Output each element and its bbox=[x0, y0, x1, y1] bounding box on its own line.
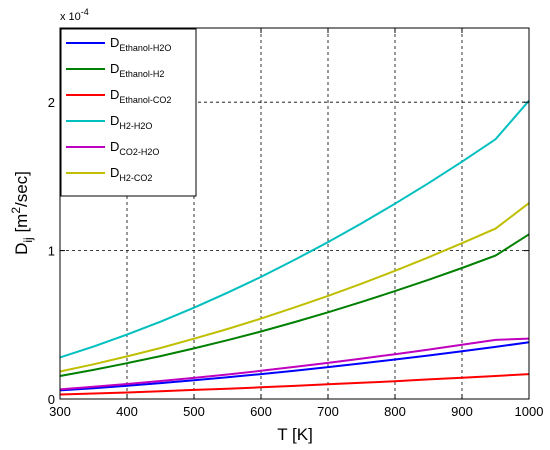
x-tick-label: 1000 bbox=[515, 404, 544, 419]
series-line-ethanol-h2o bbox=[59, 341, 530, 392]
y-axis-multiplier: x 10-4 bbox=[60, 7, 89, 23]
x-tick-label: 800 bbox=[384, 404, 406, 419]
series-lines bbox=[59, 100, 530, 396]
legend-label: DEthanol-H2 bbox=[110, 61, 164, 79]
x-tick-label: 300 bbox=[49, 404, 71, 419]
x-tick-label: 900 bbox=[451, 404, 473, 419]
y-tick-label: 1 bbox=[48, 244, 55, 259]
legend-label: DEthanol-H2O bbox=[110, 35, 171, 53]
x-tick-label: 400 bbox=[116, 404, 138, 419]
legend-label: DEthanol-CO2 bbox=[110, 87, 171, 105]
x-tick-label: 500 bbox=[183, 404, 205, 419]
legend: DEthanol-H2O DEthanol-H2 DEthanol-CO2 DH2-H… bbox=[60, 28, 197, 197]
x-axis-label: T [K] bbox=[277, 425, 313, 444]
y-axis-label: Dij [m2/sec] bbox=[9, 171, 35, 255]
legend-label: DH2-H2O bbox=[110, 113, 152, 131]
series-line-h2-co2 bbox=[59, 202, 530, 373]
y-tick-label: 2 bbox=[48, 95, 55, 110]
x-tick-label: 700 bbox=[317, 404, 339, 419]
legend-label: DH2-CO2 bbox=[110, 165, 152, 183]
series-line-ethanol-h2 bbox=[59, 233, 530, 377]
y-tick-label: 0 bbox=[48, 392, 55, 407]
legend-box bbox=[60, 28, 197, 197]
series-line-h2-h2o bbox=[59, 100, 530, 359]
x-tick-label: 600 bbox=[250, 404, 272, 419]
series-line-co2-h2o bbox=[59, 337, 530, 391]
legend-label: DCO2-H2O bbox=[110, 139, 159, 157]
plot-area-frame bbox=[59, 27, 530, 400]
series-line-ethanol-co2 bbox=[59, 373, 530, 396]
